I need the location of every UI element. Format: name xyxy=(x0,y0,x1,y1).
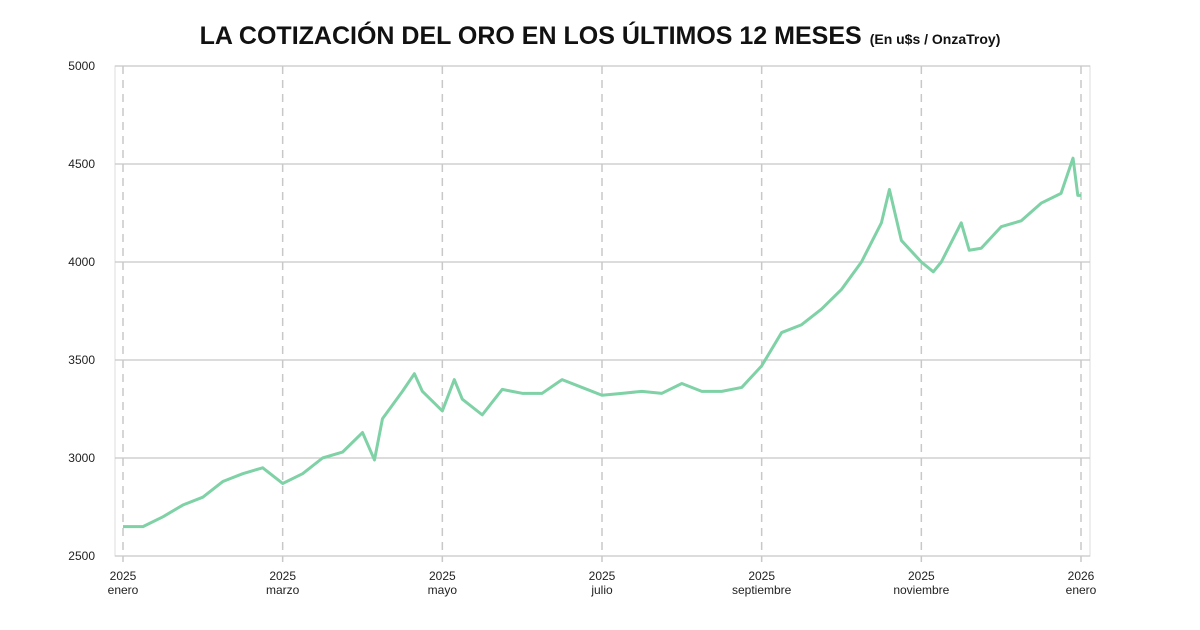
x-tick-label: 2025 marzo xyxy=(266,569,300,597)
x-tick-label-line: noviembre xyxy=(893,583,949,597)
x-tick-label: 2026 enero xyxy=(1066,569,1097,597)
y-tick-label: 3500 xyxy=(68,353,95,367)
x-tick-label-line: marzo xyxy=(266,583,300,597)
x-tick-label: 2025 julio xyxy=(589,569,616,597)
x-tick-label-line: 2025 xyxy=(748,569,775,583)
chart-title-wrap: LA COTIZACIÓN DEL ORO EN LOS ÚLTIMOS 12 … xyxy=(200,20,1001,50)
x-tick-label-line: 2025 xyxy=(269,569,296,583)
x-tick-label-line: 2025 xyxy=(589,569,616,583)
data-line xyxy=(123,156,1081,529)
x-tick-label-line: 2026 xyxy=(1068,569,1095,583)
x-tick-label: 2025 septiembre xyxy=(732,569,792,597)
x-tick-label-line: septiembre xyxy=(732,583,792,597)
x-tick-label-line: 2025 xyxy=(110,569,137,583)
y-tick-label: 4500 xyxy=(68,157,95,171)
x-tick-label-line: 2025 xyxy=(908,569,935,583)
y-tick-label: 2500 xyxy=(68,549,95,563)
y-tick-label: 5000 xyxy=(68,59,95,73)
x-tick-label: 2025 enero xyxy=(108,569,139,597)
x-tick-label: 2025 noviembre xyxy=(893,569,949,597)
y-tick-label: 4000 xyxy=(68,255,95,269)
x-tick-label-line: enero xyxy=(108,583,139,597)
y-tick-label: 3000 xyxy=(68,451,95,465)
chart-subtitle: (En u$s / OnzaTroy) xyxy=(870,31,1001,47)
chart-title: LA COTIZACIÓN DEL ORO EN LOS ÚLTIMOS 12 … xyxy=(200,20,862,50)
x-tick-label-line: julio xyxy=(590,583,613,597)
x-tick-label-line: enero xyxy=(1066,583,1097,597)
x-tick-label-line: 2025 xyxy=(429,569,456,583)
x-tick-label-line: mayo xyxy=(428,583,458,597)
x-tick-label: 2025 mayo xyxy=(428,569,458,597)
